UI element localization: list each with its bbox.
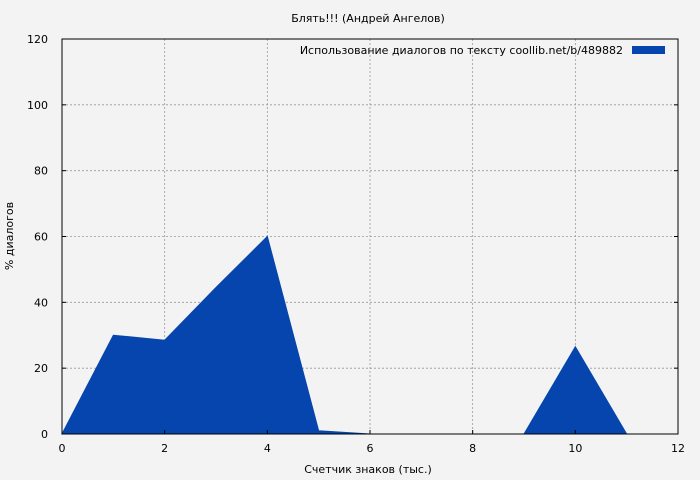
y-tick-label: 20 bbox=[34, 362, 48, 375]
y-tick-label: 60 bbox=[34, 231, 48, 244]
x-tick-label: 0 bbox=[59, 442, 66, 455]
x-axis-label: Счетчик знаков (тыс.) bbox=[304, 463, 432, 476]
x-tick-label: 4 bbox=[264, 442, 271, 455]
x-tick-label: 8 bbox=[469, 442, 476, 455]
legend: Использование диалогов по тексту coollib… bbox=[300, 44, 665, 57]
y-tick-label: 120 bbox=[27, 33, 48, 46]
chart-title: Блять!!! (Андрей Ангелов) bbox=[291, 12, 445, 25]
legend-label: Использование диалогов по тексту coollib… bbox=[300, 44, 623, 57]
x-tick-label: 10 bbox=[568, 442, 582, 455]
x-tick-label: 2 bbox=[161, 442, 168, 455]
x-tick-label: 12 bbox=[671, 442, 685, 455]
y-tick-label: 40 bbox=[34, 296, 48, 309]
y-tick-label: 100 bbox=[27, 99, 48, 112]
legend-swatch bbox=[632, 46, 665, 54]
y-tick-label: 80 bbox=[34, 165, 48, 178]
y-tick-label: 0 bbox=[41, 428, 48, 441]
x-tick-label: 6 bbox=[367, 442, 374, 455]
y-axis-label: % диалогов bbox=[3, 202, 16, 270]
